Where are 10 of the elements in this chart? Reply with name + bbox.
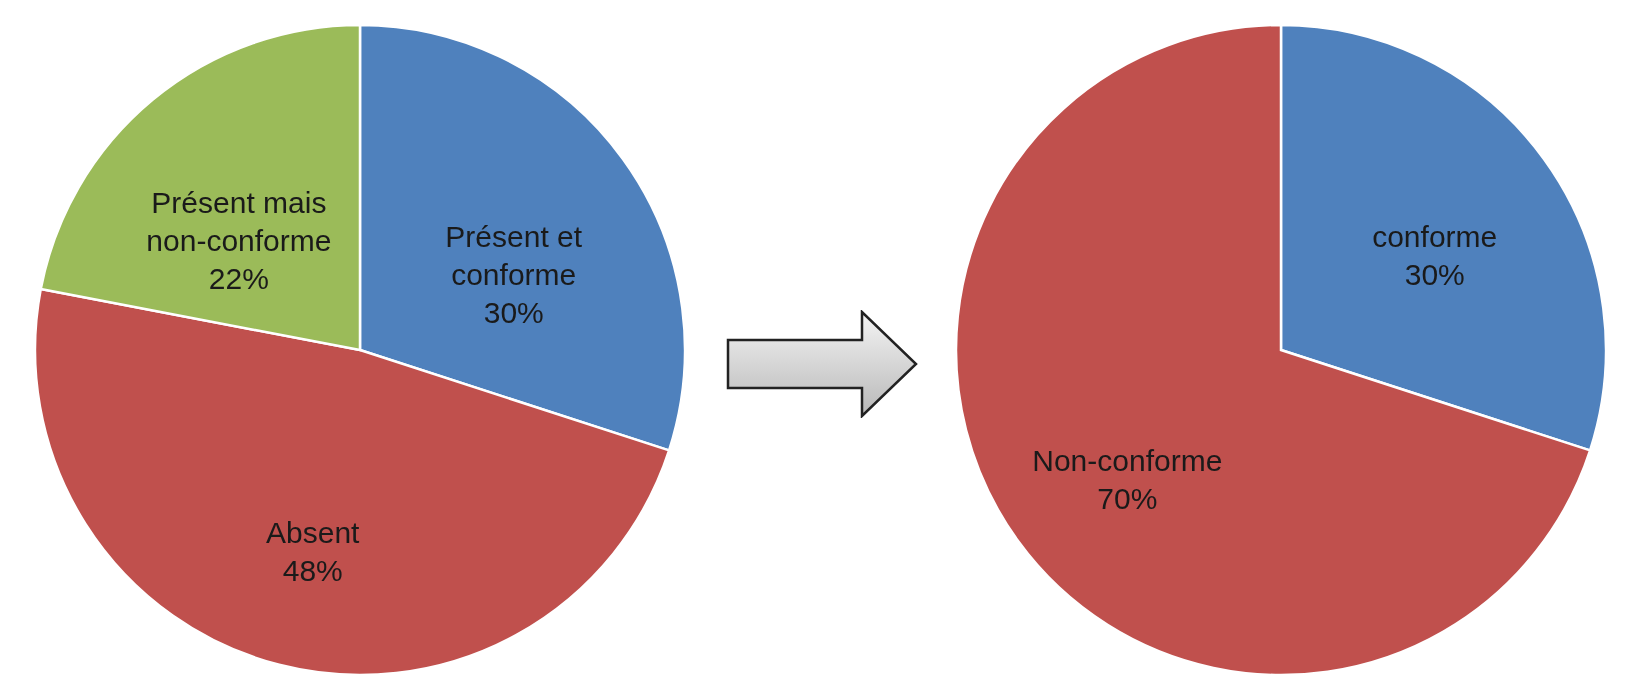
data-label: 30% — [1404, 258, 1465, 292]
data-label: 22% — [208, 261, 269, 295]
data-label: 30% — [483, 296, 544, 330]
data-label: 70% — [1097, 481, 1158, 515]
slice-label: conforme — [1372, 220, 1498, 254]
slice-label: Absent — [266, 516, 361, 550]
slice-label: Non-conforme — [1032, 443, 1223, 477]
slice-label: Présent et conforme — [445, 220, 583, 292]
slice-label: Présent mais non-conforme — [146, 185, 332, 257]
data-label: 48% — [282, 554, 343, 588]
